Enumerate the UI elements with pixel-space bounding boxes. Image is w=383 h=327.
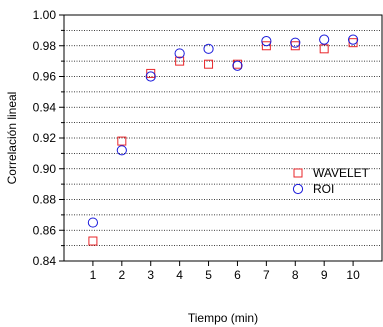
y-tick-label: 0.92 bbox=[33, 131, 57, 145]
x-tick-label: 2 bbox=[118, 268, 125, 282]
data-point-roi bbox=[174, 48, 185, 59]
data-point-wavelet bbox=[204, 59, 214, 69]
y-tick-label: 0.96 bbox=[33, 70, 57, 84]
legend-label-roi: ROI bbox=[313, 182, 334, 196]
x-axis-label: Tiempo (min) bbox=[188, 311, 258, 325]
x-tick-label: 10 bbox=[346, 268, 360, 282]
data-point-wavelet bbox=[175, 56, 185, 66]
x-tick-labels: 1 2 3 4 5 6 7 8 9 10 bbox=[90, 268, 361, 282]
y-tick-label: 0.88 bbox=[33, 193, 57, 207]
y-tick-label: 0.86 bbox=[33, 223, 57, 237]
data-point-wavelet bbox=[319, 44, 329, 54]
y-tick-labels: 0.84 0.86 0.88 0.90 0.92 0.94 0.96 0.98 1.00 bbox=[33, 8, 57, 268]
axis-ticks bbox=[59, 14, 354, 266]
x-tick-label: 8 bbox=[292, 268, 299, 282]
data-point-roi bbox=[87, 217, 99, 228]
y-tick-label: 0.94 bbox=[33, 100, 57, 114]
data-point-roi bbox=[203, 43, 214, 54]
data-point-roi bbox=[261, 36, 272, 47]
data-point-wavelet bbox=[117, 136, 127, 146]
x-tick-label: 7 bbox=[263, 268, 270, 282]
legend-marker-roi bbox=[292, 183, 304, 195]
x-tick-label: 9 bbox=[321, 268, 328, 282]
legend-label-wavelet: WAVELET bbox=[313, 166, 370, 180]
data-point-roi bbox=[347, 34, 359, 45]
data-point-roi bbox=[116, 145, 127, 156]
data-point-wavelet bbox=[88, 236, 98, 246]
data-point-roi bbox=[319, 34, 330, 45]
y-tick-label: 0.90 bbox=[33, 162, 57, 176]
data-point-roi bbox=[145, 71, 156, 82]
legend-marker-wavelet bbox=[293, 168, 303, 178]
y-tick-label: 1.00 bbox=[33, 8, 57, 22]
x-tick-label: 5 bbox=[205, 268, 212, 282]
y-tick-label: 0.84 bbox=[33, 254, 57, 268]
x-tick-label: 1 bbox=[90, 268, 97, 282]
y-tick-label: 0.98 bbox=[33, 39, 57, 53]
legend: WAVELET ROI bbox=[292, 166, 370, 196]
data-point-wavelet bbox=[261, 41, 271, 51]
data-point-roi bbox=[290, 37, 301, 48]
grid-lines bbox=[64, 29, 382, 247]
y-axis-label: Correlación lineal bbox=[5, 92, 19, 185]
x-tick-label: 3 bbox=[147, 268, 154, 282]
x-tick-label: 4 bbox=[176, 268, 183, 282]
data-points bbox=[87, 34, 359, 246]
x-tick-label: 6 bbox=[234, 268, 241, 282]
data-point-roi bbox=[232, 60, 243, 71]
